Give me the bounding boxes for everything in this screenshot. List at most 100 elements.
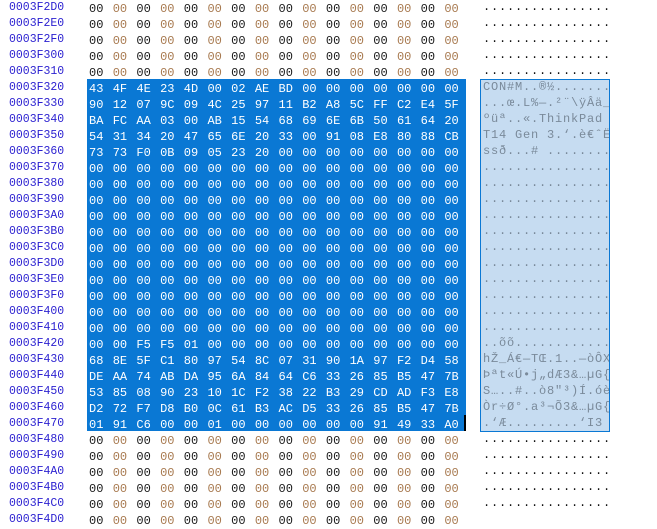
hex-byte[interactable]: 54: [89, 130, 104, 144]
row-hex-bytes[interactable]: 73 73 F0 0B 09 05 23 20 00 00 00 00 00 00 00 00: [87, 143, 466, 160]
hex-byte[interactable]: 00: [254, 306, 270, 320]
hex-row[interactable]: 0003F380 00 00 00 00 00 00 00 00 00 00 00 00 00 00 00 00…: [0, 175, 657, 192]
hex-byte[interactable]: 00: [136, 290, 151, 304]
row-hex-bytes[interactable]: 00 00 00 00 00 00 00 00 00 00 00 00 00 00 00 00: [87, 511, 466, 528]
row-hex-bytes[interactable]: 01 91 C6 00 00 01 00 00 00 00 00 00 91 49 33 A0: [87, 415, 466, 432]
hex-byte[interactable]: 00: [325, 466, 341, 480]
hex-byte[interactable]: 50: [373, 114, 388, 128]
hex-byte[interactable]: 00: [349, 450, 364, 464]
row-hex-bytes[interactable]: 00 00 00 00 00 00 00 00 00 00 00 00 00 00 00 00: [87, 15, 466, 32]
hex-byte[interactable]: 00: [207, 290, 222, 304]
hex-byte[interactable]: 00: [207, 50, 222, 64]
row-ascii[interactable]: Þªt«Ú•j„dÆ3&…µG{: [481, 367, 609, 383]
hex-byte[interactable]: 00: [136, 450, 151, 464]
hex-byte[interactable]: 00: [231, 482, 246, 496]
row-hex-bytes[interactable]: 00 00 00 00 00 00 00 00 00 00 00 00 00 00 00 00: [87, 479, 466, 496]
hex-byte[interactable]: 00: [420, 226, 436, 240]
hex-byte[interactable]: 00: [278, 210, 293, 224]
row-hex-bytes[interactable]: 00 00 00 00 00 00 00 00 00 00 00 00 00 00 00 00: [87, 159, 466, 176]
hex-byte[interactable]: 00: [112, 322, 128, 336]
hex-byte[interactable]: 00: [136, 274, 151, 288]
row-ascii[interactable]: ................: [483, 448, 609, 462]
hex-byte[interactable]: 00: [349, 418, 364, 432]
hex-byte[interactable]: 00: [207, 498, 222, 512]
hex-byte[interactable]: 33: [278, 130, 293, 144]
hex-byte[interactable]: 00: [420, 290, 436, 304]
hex-byte[interactable]: 07: [278, 354, 293, 368]
hex-byte[interactable]: 00: [183, 66, 199, 80]
hex-byte[interactable]: 00: [278, 338, 293, 352]
hex-byte[interactable]: 97: [207, 354, 222, 368]
row-ascii[interactable]: ................: [481, 239, 609, 255]
hex-byte[interactable]: CD: [373, 386, 388, 400]
hex-byte[interactable]: 85: [373, 402, 388, 416]
hex-byte[interactable]: 08: [136, 386, 151, 400]
hex-byte[interactable]: 00: [183, 418, 199, 432]
hex-byte[interactable]: 97: [373, 354, 388, 368]
hex-byte[interactable]: 00: [278, 322, 293, 336]
hex-byte[interactable]: 64: [278, 370, 293, 384]
hex-byte[interactable]: 00: [349, 2, 364, 16]
row-hex-bytes[interactable]: 00 00 00 00 00 00 00 00 00 00 00 00 00 00 00 00: [87, 495, 466, 512]
hex-byte[interactable]: 00: [396, 242, 412, 256]
hex-row[interactable]: 0003F490 00 00 00 00 00 00 00 00 00 00 00 00 00 00 00 00…: [0, 447, 657, 464]
hex-byte[interactable]: 00: [302, 418, 317, 432]
hex-byte[interactable]: 00: [444, 242, 459, 256]
hex-byte[interactable]: AD: [396, 386, 412, 400]
hex-byte[interactable]: 00: [325, 178, 341, 192]
hex-byte[interactable]: 00: [325, 146, 341, 160]
hex-byte[interactable]: 00: [325, 338, 341, 352]
hex-byte[interactable]: 00: [444, 194, 459, 208]
hex-byte[interactable]: 00: [420, 146, 436, 160]
hex-byte[interactable]: 00: [254, 498, 270, 512]
hex-byte[interactable]: 00: [160, 290, 175, 304]
hex-byte[interactable]: 00: [396, 450, 412, 464]
hex-byte[interactable]: 68: [278, 114, 293, 128]
hex-byte[interactable]: 00: [183, 34, 199, 48]
hex-byte[interactable]: 00: [136, 18, 151, 32]
hex-byte[interactable]: 00: [373, 18, 388, 32]
hex-byte[interactable]: 15: [231, 114, 246, 128]
row-hex-bytes[interactable]: 53 85 08 90 23 10 1C F2 38 22 B3 29 CD AD F3 E8: [87, 383, 466, 400]
hex-byte[interactable]: DA: [183, 370, 199, 384]
hex-byte[interactable]: 00: [278, 226, 293, 240]
hex-byte[interactable]: 00: [420, 178, 436, 192]
hex-byte[interactable]: F5: [136, 338, 151, 352]
hex-byte[interactable]: AE: [254, 82, 270, 96]
hex-byte[interactable]: 00: [420, 498, 436, 512]
hex-byte[interactable]: 00: [160, 322, 175, 336]
hex-byte[interactable]: D4: [420, 354, 436, 368]
hex-byte[interactable]: 90: [325, 354, 341, 368]
hex-byte[interactable]: 00: [373, 322, 388, 336]
hex-byte[interactable]: 00: [136, 514, 151, 528]
hex-row[interactable]: 0003F390 00 00 00 00 00 00 00 00 00 00 00 00 00 00 00 00…: [0, 191, 657, 208]
hex-byte[interactable]: 00: [444, 210, 459, 224]
hex-byte[interactable]: 00: [136, 210, 151, 224]
hex-byte[interactable]: 00: [207, 338, 222, 352]
hex-byte[interactable]: 00: [89, 178, 104, 192]
hex-byte[interactable]: 00: [231, 306, 246, 320]
hex-byte[interactable]: 00: [136, 258, 151, 272]
hex-byte[interactable]: FF: [373, 98, 388, 112]
hex-byte[interactable]: 00: [278, 450, 293, 464]
hex-byte[interactable]: 90: [160, 386, 175, 400]
row-hex-bytes[interactable]: 00 00 00 00 00 00 00 00 00 00 00 00 00 00 00 00: [87, 319, 466, 336]
hex-byte[interactable]: 00: [325, 34, 341, 48]
hex-byte[interactable]: 00: [325, 18, 341, 32]
hex-byte[interactable]: 00: [160, 498, 175, 512]
hex-byte[interactable]: 00: [207, 18, 222, 32]
hex-byte[interactable]: 00: [278, 242, 293, 256]
hex-byte[interactable]: 00: [207, 274, 222, 288]
hex-byte[interactable]: 00: [160, 50, 175, 64]
hex-byte[interactable]: 00: [444, 66, 459, 80]
hex-byte[interactable]: 00: [183, 162, 199, 176]
hex-byte[interactable]: 00: [112, 482, 128, 496]
hex-row[interactable]: 0003F310 00 00 00 00 00 00 00 00 00 00 00 00 00 00 00 00…: [0, 63, 657, 80]
hex-byte[interactable]: 00: [444, 482, 459, 496]
hex-byte[interactable]: 00: [420, 194, 436, 208]
hex-row[interactable]: 0003F2D0 00 00 00 00 00 00 00 00 00 00 00 00 00 00 00 00…: [0, 0, 657, 16]
hex-byte[interactable]: 65: [207, 130, 222, 144]
hex-row[interactable]: 0003F410 00 00 00 00 00 00 00 00 00 00 00 00 00 00 00 00…: [0, 319, 657, 336]
hex-byte[interactable]: 00: [207, 306, 222, 320]
hex-byte[interactable]: 10: [207, 386, 222, 400]
